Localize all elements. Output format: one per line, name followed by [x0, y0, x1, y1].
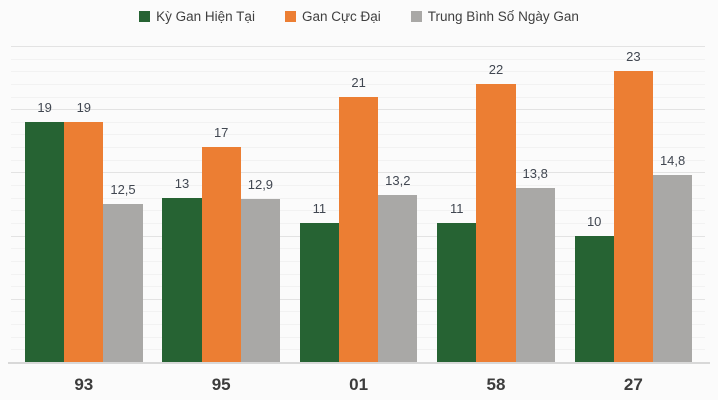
x-axis-label-27: 27	[623, 375, 643, 394]
bar-01-series-0[interactable]	[299, 222, 339, 362]
bar-27-series-0[interactable]	[574, 235, 614, 362]
legend-item-gan-cuc-dai: Gan Cực Đại	[284, 9, 381, 24]
bar-value-label: 23	[626, 49, 641, 65]
bar-27-series-1[interactable]	[613, 71, 653, 362]
x-axis-label-58: 58	[486, 375, 506, 394]
legend-item-ky-gan-hien-tai: Kỳ Gan Hiện Tại	[139, 9, 255, 24]
bar-93-series-1[interactable]	[64, 121, 104, 362]
bar-93-series-0[interactable]	[25, 121, 65, 362]
bar-value-label: 10	[586, 213, 602, 229]
x-axis-label-01: 01	[349, 375, 369, 394]
bar-58-series-2[interactable]	[515, 187, 555, 362]
legend: Kỳ Gan Hiện Tại Gan Cực Đại Trung Bình S…	[0, 9, 718, 24]
bar-01-series-1[interactable]	[339, 96, 379, 362]
bar-value-label: 19	[76, 99, 92, 115]
legend-swatch-gray	[410, 11, 422, 22]
bar-58-series-0[interactable]	[437, 222, 477, 362]
legend-label: Gan Cực Đại	[301, 9, 381, 24]
gridline-minor	[11, 83, 705, 85]
legend-label: Kỳ Gan Hiện Tại	[156, 9, 255, 24]
legend-swatch-orange	[284, 11, 296, 22]
gridline-minor	[11, 58, 705, 60]
x-axis-line	[8, 362, 710, 364]
bar-value-label: 19	[37, 99, 52, 115]
bar-value-label: 17	[213, 125, 229, 141]
bar-value-label: 22	[488, 61, 504, 77]
legend-item-trung-binh-so-ngay-gan: Trung Bình Số Ngày Gan	[410, 9, 579, 24]
bar-value-label: 11	[312, 200, 327, 216]
bar-value-label: 12,9	[247, 176, 274, 192]
bar-93-series-2[interactable]	[103, 204, 143, 362]
bar-value-label: 11	[450, 200, 464, 216]
bar-01-series-2[interactable]	[378, 195, 418, 362]
x-axis-label-93: 93	[74, 375, 94, 394]
bar-95-series-0[interactable]	[162, 197, 202, 362]
bar-value-label: 13,8	[522, 165, 548, 181]
gridline-major	[11, 46, 705, 47]
x-axis-label-95: 95	[211, 375, 231, 394]
bar-value-label: 12,5	[110, 182, 136, 197]
bar-value-label: 13,2	[385, 173, 411, 189]
gridline-minor	[11, 71, 705, 73]
bar-95-series-2[interactable]	[240, 198, 280, 362]
bar-value-label: 14,8	[659, 152, 686, 168]
bar-value-label: 21	[351, 74, 366, 90]
legend-label: Trung Bình Số Ngày Gan	[427, 9, 579, 24]
bar-value-label: 13	[174, 175, 190, 191]
legend-swatch-green	[139, 11, 151, 22]
bar-27-series-2[interactable]	[653, 174, 693, 362]
bar-95-series-1[interactable]	[201, 147, 241, 362]
bar-58-series-1[interactable]	[476, 83, 516, 362]
